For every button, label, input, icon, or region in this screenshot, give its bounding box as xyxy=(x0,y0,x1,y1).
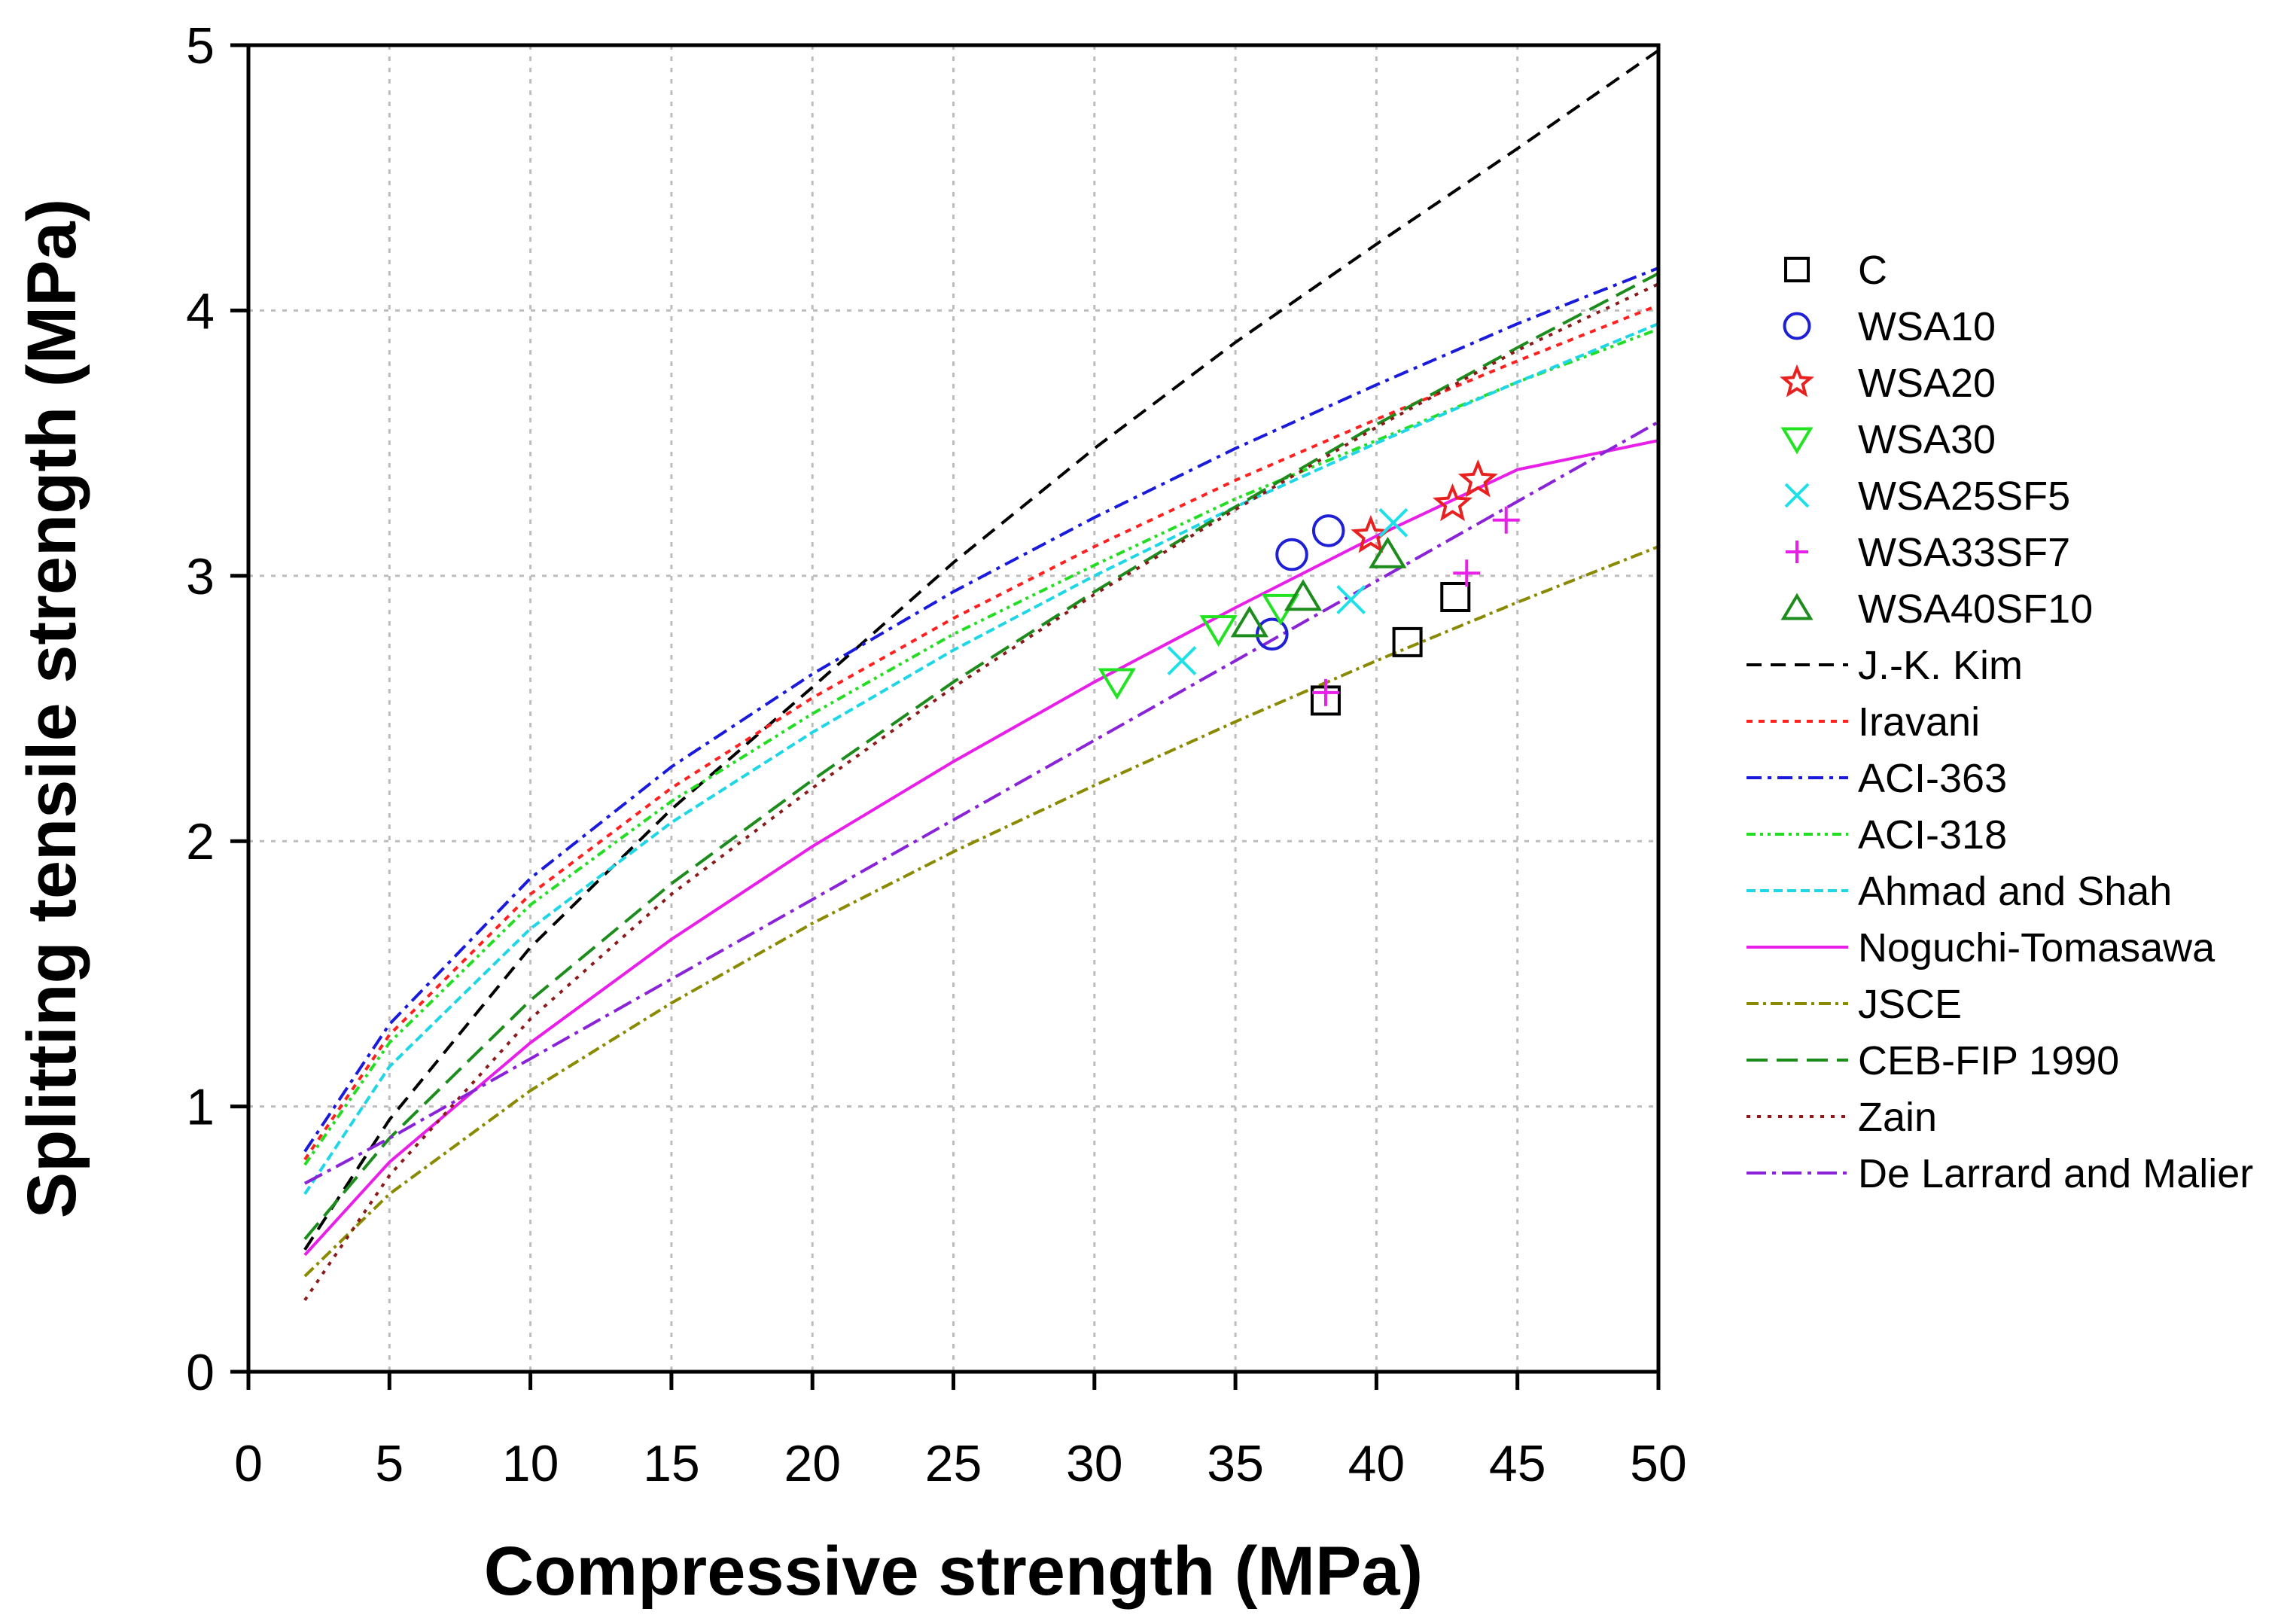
legend-label-noguchi-tomasawa: Noguchi-Tomasawa xyxy=(1858,925,2216,970)
point-wsa30 xyxy=(1098,668,1136,700)
legend-marker-wsa20 xyxy=(1780,364,1814,398)
point-wsa40sf10 xyxy=(1284,579,1323,611)
point-wsa33sf7 xyxy=(1453,559,1481,587)
legend-label-aci-318: ACI-318 xyxy=(1858,812,2007,858)
point-wsa10 xyxy=(1275,538,1308,571)
x-tick-label: 50 xyxy=(1630,1435,1687,1492)
legend-label-zain: Zain xyxy=(1858,1095,1937,1140)
curve-zain xyxy=(303,282,1659,1302)
legend-label-wsa10: WSA10 xyxy=(1858,304,1996,349)
x-axis-title: Compressive strength (MPa) xyxy=(484,1533,1423,1610)
legend: C WSA10 WSA20 WSA30 WSA25SF5 WSA33SF7 WSA40SF1… xyxy=(1747,248,2253,1196)
point-wsa33sf7 xyxy=(1492,506,1520,534)
legend-label-iravani: Iravani xyxy=(1858,699,1980,745)
x-tick-label: 20 xyxy=(784,1435,841,1492)
legend-label-wsa40sf10: WSA40SF10 xyxy=(1858,587,2093,632)
curve-j-k-kim xyxy=(303,49,1660,1251)
curve-iravani xyxy=(303,303,1659,1161)
plot-frame xyxy=(246,43,1661,1374)
grid-lines xyxy=(248,45,1658,1372)
x-tick-label: 5 xyxy=(375,1435,404,1492)
legend-label-jsce: JSCE xyxy=(1858,982,1962,1027)
point-wsa20 xyxy=(1433,483,1472,522)
x-tick-label: 15 xyxy=(643,1435,700,1492)
point-wsa25sf5 xyxy=(1378,507,1408,538)
point-c xyxy=(1440,581,1471,612)
legend-label-wsa25sf5: WSA25SF5 xyxy=(1858,474,2070,519)
x-tick-label: 25 xyxy=(925,1435,982,1492)
legend-label-ahmad-and-shah: Ahmad and Shah xyxy=(1858,869,2172,914)
legend-marker-c xyxy=(1784,257,1810,282)
x-tick-label: 40 xyxy=(1348,1435,1405,1492)
legend-label-wsa30: WSA30 xyxy=(1858,417,1996,462)
legend-marker-wsa33sf7 xyxy=(1786,541,1808,563)
x-tick-label: 45 xyxy=(1489,1435,1546,1492)
legend-label-c: C xyxy=(1858,248,1887,293)
point-c xyxy=(1392,626,1423,657)
point-wsa33sf7 xyxy=(1311,678,1339,706)
point-wsa40sf10 xyxy=(1369,536,1407,568)
y-tick-label: 5 xyxy=(186,17,215,75)
curve-noguchi-tomasawa xyxy=(303,439,1659,1257)
y-tick-label: 1 xyxy=(186,1079,215,1136)
curve-ahmad-and-shah xyxy=(303,322,1659,1196)
x-tick-label: 0 xyxy=(234,1435,263,1492)
point-wsa20 xyxy=(1457,459,1498,498)
point-wsa10 xyxy=(1311,514,1345,547)
point-wsa25sf5 xyxy=(1336,585,1366,614)
point-wsa40sf10 xyxy=(1230,605,1268,638)
legend-marker-wsa10 xyxy=(1783,312,1811,340)
legend-label-ceb-fip-1990: CEB-FIP 1990 xyxy=(1858,1038,2119,1083)
legend-marker-wsa30 xyxy=(1780,427,1814,455)
legend-label-wsa33sf7: WSA33SF7 xyxy=(1858,530,2070,575)
legend-label-aci-363: ACI-363 xyxy=(1858,756,2007,801)
y-tick-label: 0 xyxy=(186,1344,215,1401)
legend-label-wsa20: WSA20 xyxy=(1858,361,1996,406)
x-tick-label: 10 xyxy=(502,1435,559,1492)
curve-jsce xyxy=(303,545,1659,1278)
legend-marker-wsa25sf5 xyxy=(1784,483,1810,508)
point-wsa25sf5 xyxy=(1167,646,1197,675)
legend-marker-wsa40sf10 xyxy=(1780,593,1814,620)
point-wsa20 xyxy=(1351,515,1391,553)
point-wsa30 xyxy=(1199,615,1238,647)
y-tick-label: 2 xyxy=(186,813,215,870)
x-tick-label: 35 xyxy=(1207,1435,1264,1492)
curve-aci-363 xyxy=(303,267,1659,1153)
y-tick-label: 4 xyxy=(186,282,215,340)
y-tick-label: 3 xyxy=(186,548,215,605)
x-tick-label: 30 xyxy=(1066,1435,1123,1492)
y-axis-title: Splitting tensile strength (MPa) xyxy=(14,199,90,1218)
curve-layer xyxy=(303,49,1660,1302)
legend-label-de-larrard-and-malier: De Larrard and Malier xyxy=(1858,1151,2253,1196)
point-wsa10 xyxy=(1255,617,1289,651)
point-layer xyxy=(1098,459,1520,716)
curve-ceb-fip-1990 xyxy=(303,272,1659,1241)
curve-de-larrard-and-malier xyxy=(303,420,1659,1185)
curve-aci-318 xyxy=(303,328,1659,1166)
legend-label-j-k-kim: J.-K. Kim xyxy=(1858,643,2023,688)
